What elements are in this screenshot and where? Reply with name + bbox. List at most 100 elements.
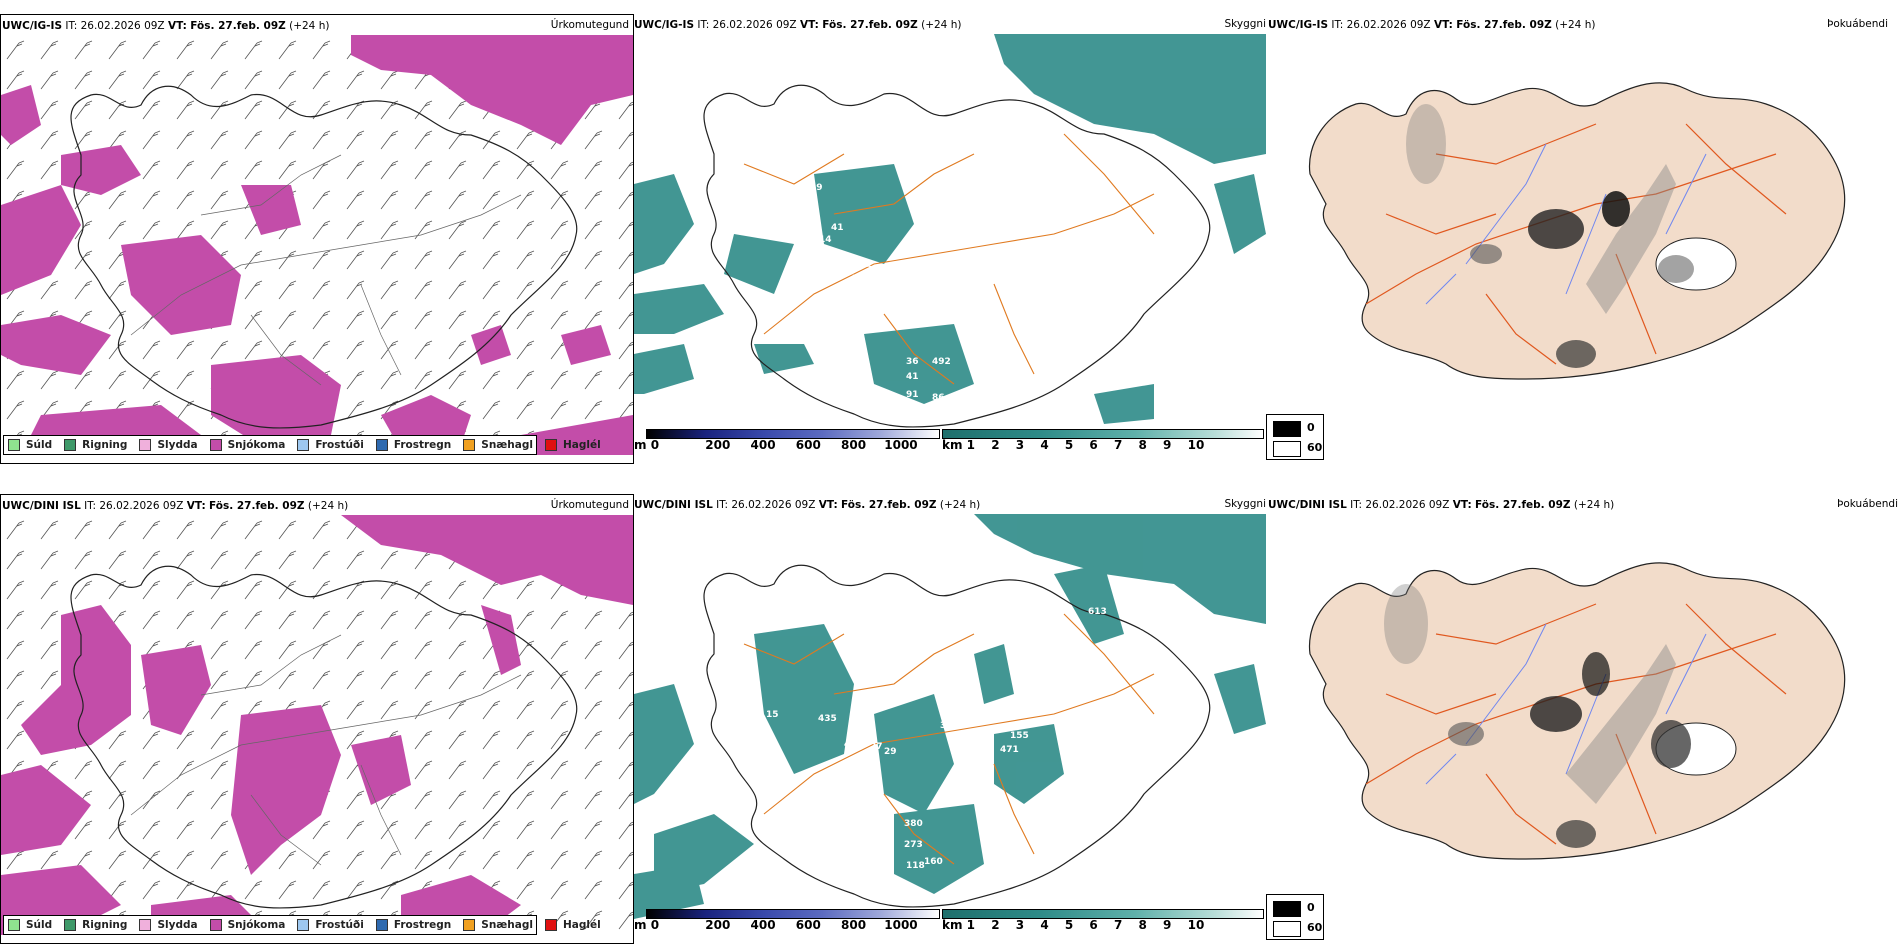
legend-label: Haglél — [562, 439, 601, 451]
cloud-label: 41 — [906, 372, 919, 382]
legend-label: Snæhagl — [481, 439, 533, 451]
scale-km-tick: 9 — [1163, 918, 1172, 932]
legend-item: Frostúði — [297, 919, 364, 931]
legend-swatch — [544, 439, 557, 451]
cloud-label: 86 — [932, 393, 945, 403]
vt-value: Fös. 27.feb. 09Z — [822, 19, 918, 31]
scale-km-tick: 5 — [1064, 438, 1074, 452]
legend-item: Snæhagl — [463, 439, 533, 451]
fog-map — [1308, 562, 1846, 860]
model-name: UWC/DINI ISL — [634, 499, 713, 511]
it-label: IT: — [1331, 19, 1344, 31]
scale-km: km 1 2 3 4 5 6 7 8 9 10 — [942, 438, 1266, 452]
legend-label: Snæhagl — [481, 919, 533, 931]
legend-label: Rigning — [82, 919, 128, 931]
scale-km-tick: 2 — [991, 918, 1000, 932]
legend-item: Frostúði — [297, 439, 364, 451]
precip-map — [1, 35, 633, 455]
panel-header: UWC/DINI ISL IT: 26.02.2026 09Z VT: Fös.… — [1268, 499, 1614, 511]
panel-title: Skyggni — [1224, 18, 1267, 30]
vt-value: Fös. 27.feb. 09Z — [209, 500, 305, 512]
roads — [743, 613, 1155, 865]
iceland-outline — [703, 564, 1211, 908]
scale-m-tick: 800 — [841, 918, 867, 932]
panel-header: UWC/IG-IS IT: 26.02.2026 09Z VT: Fös. 27… — [2, 20, 329, 32]
cloud-areas — [634, 514, 1266, 919]
cloud-label: 82 — [796, 187, 809, 197]
cloud-label: 36 — [906, 357, 919, 367]
it-label: IT: — [1350, 499, 1363, 511]
fog-swatch-low — [1273, 421, 1301, 437]
vt-label: VT: — [1433, 19, 1453, 31]
fog-panel-2: UWC/DINI ISL IT: 26.02.2026 09Z VT: Fös.… — [1266, 494, 1900, 944]
lead-time: (+24 h) — [939, 499, 981, 511]
scale-km: km 1 2 3 4 5 6 7 8 9 10 — [942, 918, 1266, 932]
roads — [743, 133, 1155, 385]
scale-m-tick: 200 — [705, 438, 731, 452]
cloud-label: 471 — [1000, 745, 1019, 755]
fog-legend-low: 0 — [1307, 421, 1315, 434]
scale-km-tick: 6 — [1089, 918, 1098, 932]
cloud-panel-2: UWC/DINI ISL IT: 26.02.2026 09Z VT: Fös.… — [634, 494, 1266, 944]
legend-label: Súld — [26, 919, 53, 931]
scale-km-tick: 1 — [966, 918, 976, 932]
legend-item: Rigning — [64, 919, 127, 931]
scale-km-unit: km — [942, 438, 963, 452]
scale-km-tick: 8 — [1138, 438, 1147, 452]
precip-type-legend: Súld Rigning Slydda Snjókoma Frostúði Fr… — [3, 435, 601, 455]
panel-title: Þokuábendi — [1837, 498, 1898, 510]
roads — [130, 154, 522, 386]
scale-m-tick: 400 — [750, 918, 776, 932]
legend-label: Frostúði — [315, 919, 364, 931]
scale-km-unit: km — [942, 918, 963, 932]
fog-panel-1: UWC/IG-IS IT: 26.02.2026 09Z VT: Fös. 27… — [1266, 14, 1900, 464]
scale-km-tick: 3 — [1015, 918, 1025, 932]
vt-label: VT: — [186, 500, 206, 512]
legend-label: Slydda — [157, 919, 198, 931]
scale-m-tick: 1000 — [884, 438, 918, 452]
legend-item: Frostregn — [375, 439, 452, 451]
legend-item: Súld — [8, 439, 52, 451]
panel-title: Skyggni — [1224, 498, 1267, 510]
legend-item: Snjókoma — [209, 919, 285, 931]
cloud-label: 29 — [884, 747, 897, 757]
scale-m-bar — [646, 429, 940, 439]
scale-m-tick: 0 — [650, 918, 660, 932]
legend-label: Frostregn — [393, 439, 452, 451]
panel-title: Úrkomutegund — [550, 499, 629, 511]
cloud-label: 59 — [810, 183, 823, 193]
it-label: IT: — [697, 19, 710, 31]
panel-title: Úrkomutegund — [550, 19, 629, 31]
legend-swatch — [297, 439, 310, 451]
vt-label: VT: — [818, 499, 838, 511]
cloud-label: 435 — [818, 714, 837, 724]
precip-panel-2: UWC/DINI ISL IT: 26.02.2026 09Z VT: Fös.… — [0, 494, 634, 944]
fog-legend-low: 0 — [1307, 901, 1315, 914]
legend-label: Frostúði — [315, 439, 364, 451]
legend-label: Haglél — [562, 919, 601, 931]
it-value: 26.02.2026 09Z — [99, 500, 184, 512]
legend-swatch — [463, 919, 476, 931]
scale-km-tick: 6 — [1089, 438, 1098, 452]
lead-time: (+24 h) — [1555, 19, 1596, 31]
legend-swatch — [8, 439, 20, 451]
cloud-base-labels: 613 382 25 257 15 435 36 00 155 471 403 … — [754, 607, 1159, 871]
cloud-label: 492 — [932, 357, 951, 367]
precip-type-legend: Súld Rigning Slydda Snjókoma Frostúði Fr… — [3, 915, 601, 935]
scale-km-tick: 4 — [1040, 438, 1049, 452]
cloud-label: 41 — [831, 223, 844, 233]
legend-item: Haglél — [544, 919, 601, 931]
cloud-map: 82 59 41 14 357 27 670 35 36 492 41 91 8… — [634, 34, 1266, 428]
panel-title: Þokuábendi — [1827, 18, 1888, 30]
cloud-label: 155 — [1010, 731, 1029, 741]
fog-legend-high: 60 — [1307, 921, 1323, 934]
scale-km-tick: 7 — [1113, 918, 1123, 932]
legend-swatch — [209, 919, 222, 931]
legend-item: Rigning — [64, 439, 127, 451]
cloud-label: 670 — [892, 277, 911, 287]
fog-swatch-high — [1273, 441, 1301, 457]
legend-item: Slydda — [139, 919, 198, 931]
it-label: IT: — [716, 499, 729, 511]
legend-item: Slydda — [139, 439, 198, 451]
cloud-panel-1: UWC/IG-IS IT: 26.02.2026 09Z VT: Fös. 27… — [634, 14, 1266, 464]
